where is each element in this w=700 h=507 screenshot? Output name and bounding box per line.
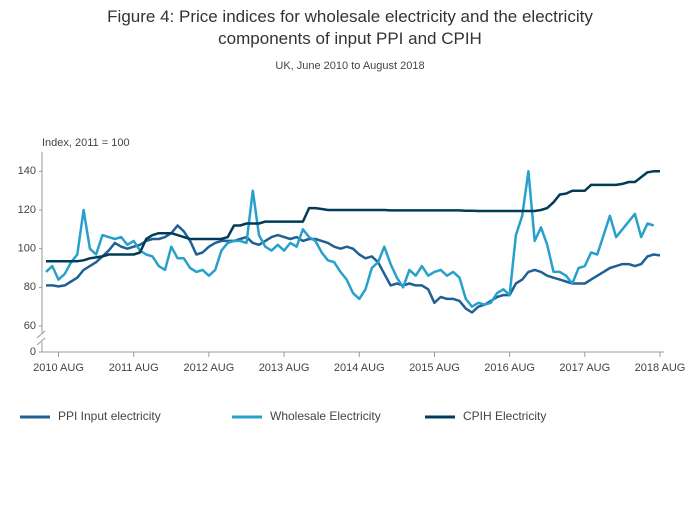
axis-break xyxy=(36,337,46,346)
x-tick-label: 2018 AUG xyxy=(635,362,686,374)
y-tick-label: 100 xyxy=(18,243,36,255)
y-tick-label: 60 xyxy=(24,320,36,332)
axis-break-gap xyxy=(36,334,48,342)
y-tick-label: 0 xyxy=(30,346,36,358)
x-tick-label: 2014 AUG xyxy=(334,362,385,374)
legend-label: Wholesale Electricity xyxy=(270,409,381,423)
y-tick-label: 140 xyxy=(18,165,36,177)
line-series xyxy=(45,170,655,308)
x-tick-label: 2015 AUG xyxy=(409,362,460,374)
x-tick-label: 2010 AUG xyxy=(33,362,84,374)
x-tick-label: 2017 AUG xyxy=(559,362,610,374)
chart-title: Figure 4: Price indices for wholesale el… xyxy=(107,7,593,48)
y-tick-label: 120 xyxy=(18,204,36,216)
x-tick-label: 2011 AUG xyxy=(109,362,159,374)
x-tick-label: 2012 AUG xyxy=(184,362,235,374)
chart-subtitle: UK, June 2010 to August 2018 xyxy=(275,60,424,72)
x-tick-label: 2013 AUG xyxy=(259,362,310,374)
y-tick-label: 80 xyxy=(24,281,36,293)
x-tick-label: 2016 AUG xyxy=(484,362,535,374)
axis-break xyxy=(36,330,46,339)
line-series xyxy=(46,170,660,263)
legend-label: PPI Input electricity xyxy=(58,409,161,423)
y-axis-label: Index, 2011 = 100 xyxy=(42,137,130,149)
legend-label: CPIH Electricity xyxy=(463,409,546,423)
line-series xyxy=(46,224,661,314)
